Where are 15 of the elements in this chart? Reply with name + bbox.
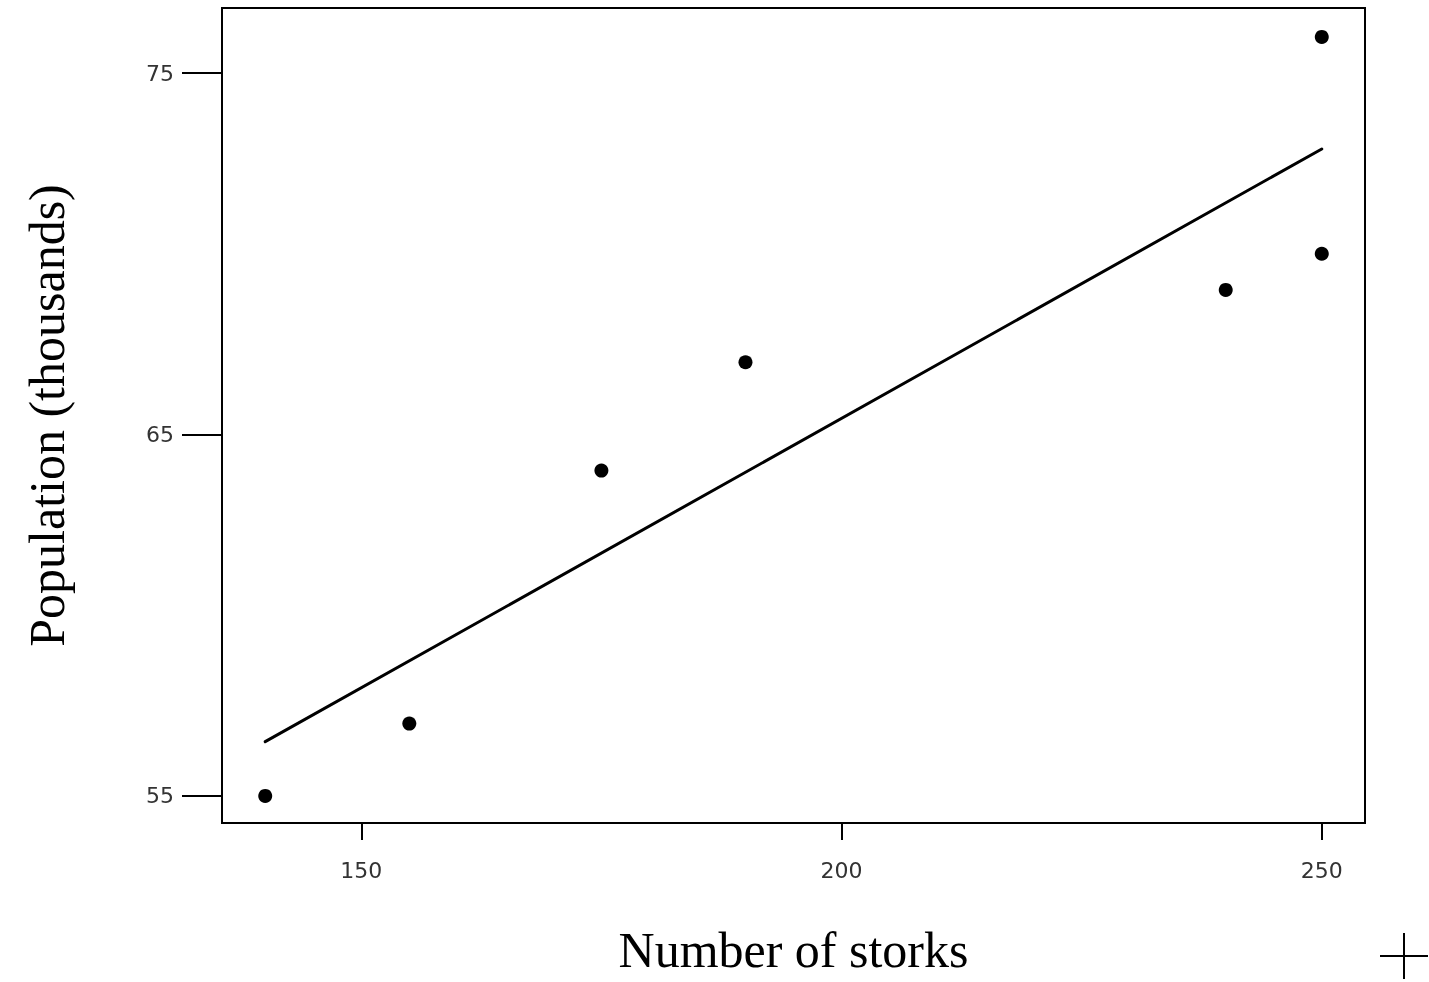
point (1314, 246, 1329, 261)
y-tick-label: 75 (146, 60, 174, 86)
point (402, 716, 417, 731)
x-tick-label: 150 (340, 857, 383, 883)
point (1314, 29, 1329, 44)
x-tick-label: 200 (820, 857, 863, 883)
y-tick-label: 55 (146, 783, 174, 809)
x-axis-title: Number of storks (618, 922, 969, 978)
y-tick-label: 65 (146, 421, 174, 447)
point (594, 463, 609, 478)
point (738, 355, 753, 370)
y-axis-title: Population (thousands) (19, 184, 75, 647)
point (1218, 282, 1233, 297)
x-tick-label: 250 (1300, 857, 1343, 883)
point (258, 788, 273, 803)
